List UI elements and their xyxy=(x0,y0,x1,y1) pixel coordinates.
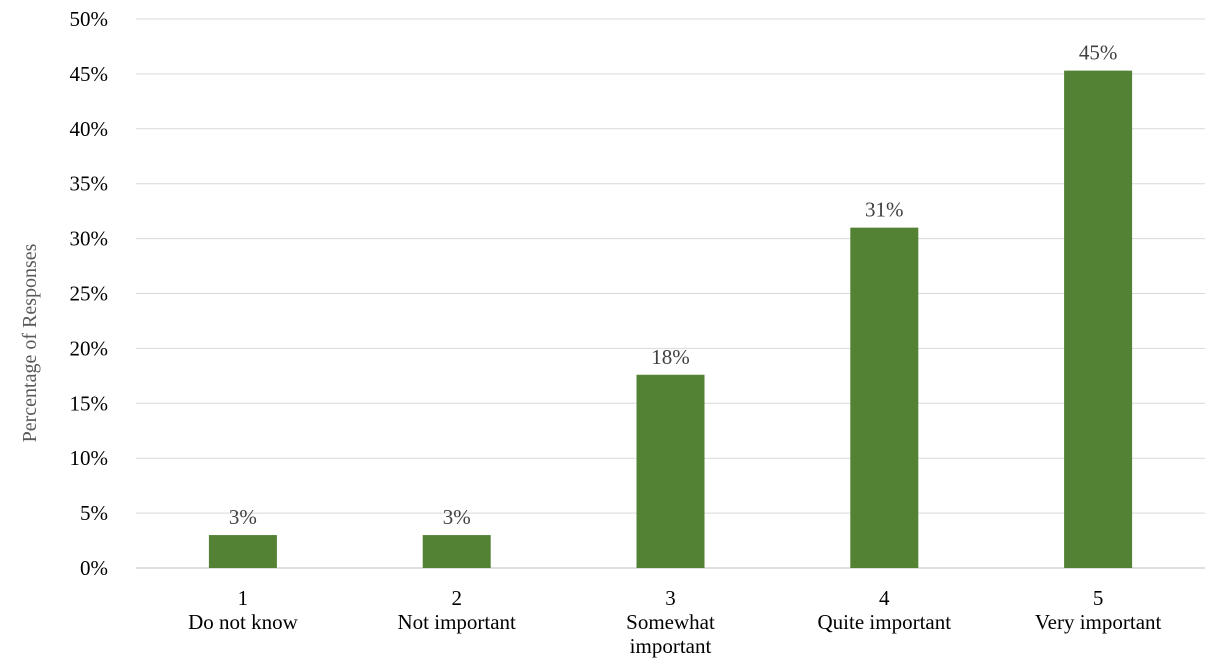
data-label: 31% xyxy=(865,198,904,222)
data-label: 45% xyxy=(1079,41,1118,65)
category-label: Do not know xyxy=(188,610,299,634)
y-axis-title: Percentage of Responses xyxy=(19,243,41,442)
y-tick-label: 10% xyxy=(70,446,109,470)
category-label: Quite important xyxy=(818,610,952,634)
category-label: important xyxy=(630,634,712,658)
y-tick-label: 30% xyxy=(70,227,109,251)
y-tick-label: 0% xyxy=(80,556,108,580)
y-tick-label: 25% xyxy=(70,282,109,306)
data-label: 3% xyxy=(443,505,471,529)
y-tick-label: 20% xyxy=(70,336,109,360)
y-tick-label: 45% xyxy=(70,62,109,86)
category-label: Not important xyxy=(397,610,516,634)
category-number: 4 xyxy=(879,586,890,610)
bar xyxy=(208,535,277,568)
category-number: 1 xyxy=(238,586,249,610)
bar xyxy=(422,535,491,568)
category-label: Somewhat xyxy=(626,610,715,634)
category-label: Very important xyxy=(1035,610,1162,634)
data-labels: 3% 3% 18% 31% 45% xyxy=(229,41,1117,529)
category-number: 5 xyxy=(1093,586,1104,610)
gridlines xyxy=(136,18,1205,569)
data-label: 3% xyxy=(229,505,257,529)
bar xyxy=(636,374,705,568)
y-axis-tick-labels: 0% 5% 10% 15% 20% 25% 30% 35% 40% 45% 50% xyxy=(70,7,109,580)
data-label: 18% xyxy=(651,345,690,369)
bar xyxy=(1064,70,1133,568)
category-number: 3 xyxy=(665,586,676,610)
y-tick-label: 35% xyxy=(70,172,109,196)
y-tick-label: 50% xyxy=(70,7,109,31)
bar xyxy=(850,227,919,568)
y-tick-label: 15% xyxy=(70,391,109,415)
y-tick-label: 40% xyxy=(70,117,109,141)
bars xyxy=(208,70,1133,568)
y-tick-label: 5% xyxy=(80,501,108,525)
category-number: 2 xyxy=(451,586,462,610)
